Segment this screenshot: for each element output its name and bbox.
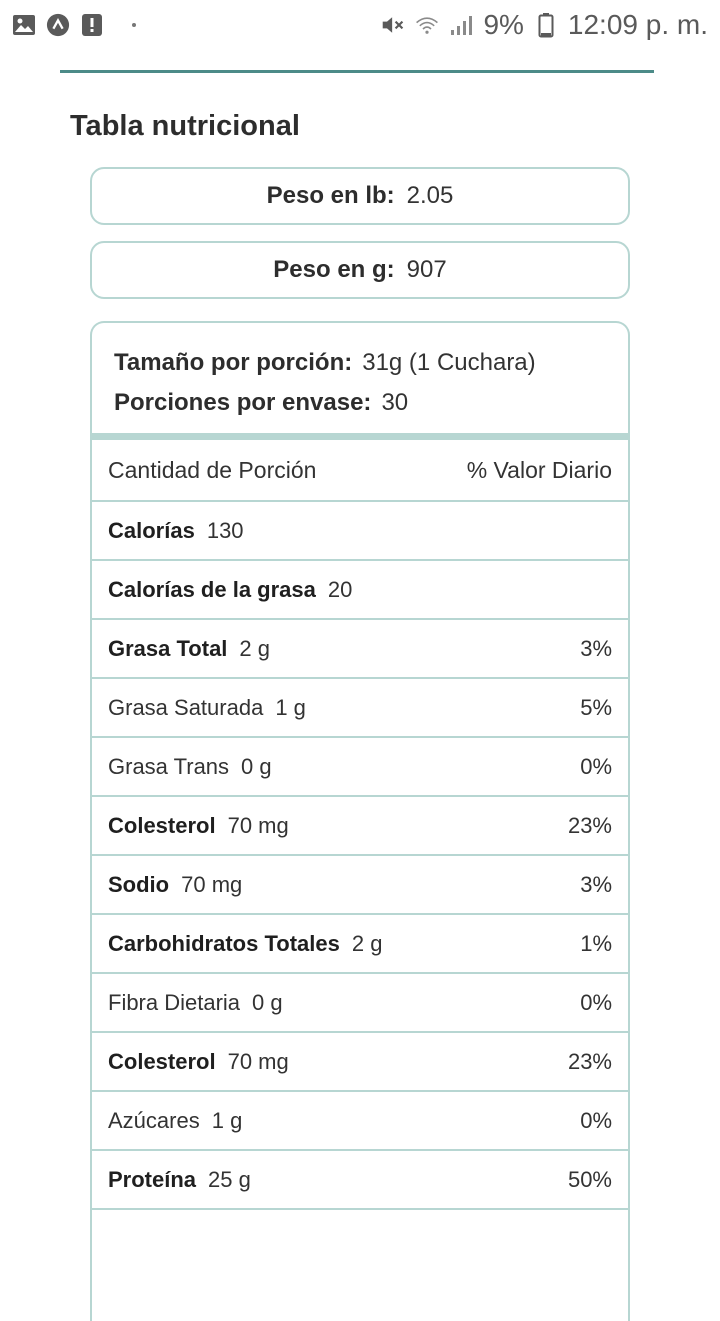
daily-value-percent: 23% [567,812,612,838]
nutrient-name: Grasa Total [108,635,228,661]
nutrient-cell: Colesterol 70 mg [108,813,289,839]
nutrient-amount: 0 g [252,989,283,1015]
header-divider [60,70,654,73]
nutrient-cell: Carbohidratos Totales 2 g [108,931,382,957]
weight-lb-box: Peso en lb: 2.05 [90,167,630,225]
table-row: Colesterol 70 mg 23% [92,1033,628,1092]
wifi-icon [415,13,439,37]
weight-lb-value: 2.05 [406,182,454,209]
header-amount-per-serving: Cantidad de Porción [108,456,317,483]
daily-value-percent: 0% [580,1107,612,1133]
status-bar: 9% 12:09 p. m. [0,0,720,50]
table-row: Grasa Trans 0 g 0% [92,738,628,797]
nutrient-amount: 20 [327,576,353,602]
nutrient-name: Sodio [108,871,170,897]
nutrient-amount: 1 g [211,1107,243,1133]
table-row: Grasa Saturada 1 g 5% [92,679,628,738]
nutrient-name: Grasa Saturada [108,694,264,720]
nutrient-amount: 70 mg [227,812,289,838]
nutrient-name: Proteína [108,1166,197,1192]
nutrient-cell: Sodio 70 mg [108,872,242,898]
nutrient-amount: 70 mg [181,871,243,897]
weight-lb-label: Peso en lb: [266,182,395,209]
nutrient-cell: Fibra Dietaria 0 g [108,990,283,1016]
notification-dot-icon [132,23,136,27]
daily-value-percent: 3% [580,635,612,661]
battery-percentage: 9% [483,9,524,40]
serving-size-value: 31g (1 Cuchara) [362,349,536,376]
status-bar-right: 9% 12:09 p. m. [381,9,708,41]
table-row: Grasa Total 2 g 3% [92,620,628,679]
nutrient-name: Carbohidratos Totales [108,930,340,956]
weight-g-label: Peso en g: [273,256,395,283]
nutrient-name: Calorías [108,517,195,543]
header-daily-value: % Valor Diario [466,456,612,483]
nutrition-facts-card: Tamaño por porción: 31g (1 Cuchara) Porci… [90,321,630,1321]
alert-icon [80,13,104,37]
table-row: Carbohidratos Totales 2 g 1% [92,915,628,974]
nutrient-cell: Calorías 130 [108,518,244,544]
nutrient-amount: 70 mg [227,1048,289,1074]
nutrient-name: Grasa Trans [108,753,230,779]
thick-divider [92,433,628,440]
status-bar-left [12,13,136,37]
clock: 12:09 p. m. [567,9,708,40]
nutrient-amount: 2 g [351,930,383,956]
weight-g-value: 907 [406,256,447,283]
nutrient-cell: Grasa Total 2 g [108,636,270,662]
nutrient-amount: 1 g [275,694,306,720]
daily-value-percent: 23% [567,1048,612,1074]
mute-icon [381,13,405,37]
nutrient-cell: Azúcares 1 g [108,1108,242,1134]
daily-value-percent: 5% [580,694,612,720]
table-row: Proteína 25 g 50% [92,1151,628,1210]
page-title: Tabla nutricional [70,110,300,142]
signal-icon [449,13,473,37]
nutrient-amount: 25 g [208,1166,251,1192]
table-row: Sodio 70 mg 3% [92,856,628,915]
nutrient-cell: Grasa Saturada 1 g [108,695,306,721]
table-row: Calorías 130 [92,502,628,561]
nutrient-name: Colesterol [108,812,216,838]
serving-info: Tamaño por porción: 31g (1 Cuchara) Porci… [92,323,628,433]
servings-per-container-label: Porciones por envase: [114,389,372,416]
nutrient-amount: 2 g [239,635,271,661]
daily-value-percent: 0% [580,989,612,1015]
weight-g-box: Peso en g: 907 [90,241,630,299]
app-a-icon [46,13,70,37]
table-row: Colesterol 70 mg 23% [92,797,628,856]
serving-size: Tamaño por porción: 31g (1 Cuchara) [114,343,608,383]
nutrient-rows: Calorías 130 Calorías de la grasa 20 Grasa T… [92,502,628,1210]
nutrient-name: Colesterol [108,1048,216,1074]
table-row: Calorías de la grasa 20 [92,561,628,620]
daily-value-percent: 50% [567,1166,612,1192]
nutrient-name: Fibra Dietaria [108,989,241,1015]
nutrient-amount: 130 [206,517,244,543]
servings-per-container: Porciones por envase: 30 [114,383,608,423]
table-header: Cantidad de Porción % Valor Diario [92,440,628,502]
nutrient-name: Calorías de la grasa [108,576,316,602]
nutrient-cell: Grasa Trans 0 g [108,754,272,780]
nutrient-cell: Colesterol 70 mg [108,1049,289,1075]
table-row: Azúcares 1 g 0% [92,1092,628,1151]
battery-icon [534,13,558,38]
nutrient-amount: 0 g [241,753,272,779]
image-icon [12,13,36,37]
servings-per-container-value: 30 [381,389,409,416]
nutrient-name: Azúcares [108,1107,200,1133]
table-row: Fibra Dietaria 0 g 0% [92,974,628,1033]
daily-value-percent: 3% [580,871,612,897]
nutrient-cell: Proteína 25 g [108,1167,251,1193]
nutrient-cell: Calorías de la grasa 20 [108,577,352,603]
daily-value-percent: 1% [580,930,612,956]
daily-value-percent: 0% [580,753,612,779]
serving-size-label: Tamaño por porción: [114,349,353,376]
